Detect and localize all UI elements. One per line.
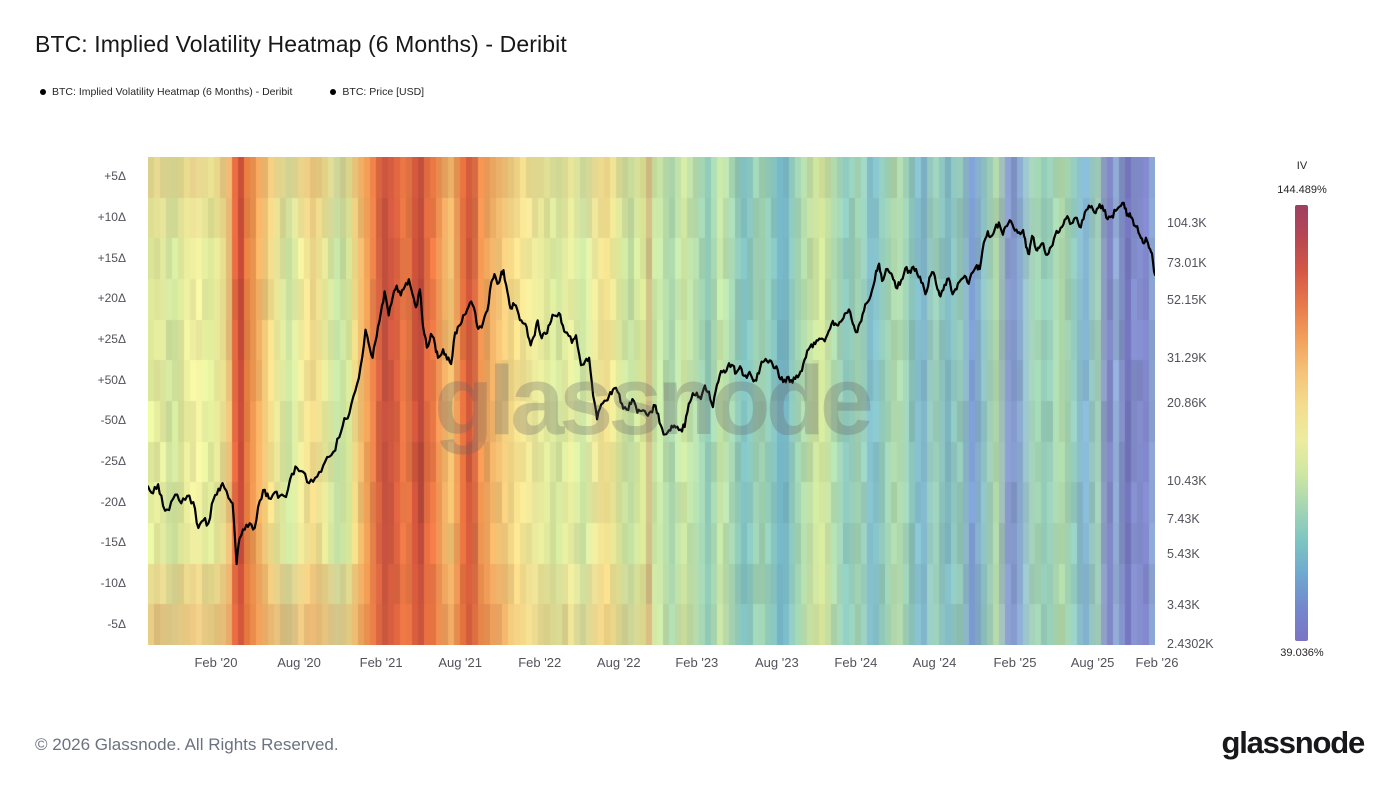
y-left-label: -50Δ	[100, 413, 126, 428]
x-tick-label: Feb '24	[834, 655, 878, 670]
legend: BTC: Implied Volatility Heatmap (6 Month…	[40, 86, 424, 98]
y-left-label: +5Δ	[104, 169, 126, 184]
x-tick-label: Aug '20	[277, 655, 321, 670]
y-right-label: 31.29K	[1167, 350, 1207, 365]
colorbar-gradient	[1295, 205, 1308, 641]
x-tick-label: Aug '23	[755, 655, 799, 670]
y-right-label: 7.43K	[1167, 511, 1200, 526]
y-right-label: 10.43K	[1167, 473, 1207, 488]
y-axis-left: +5Δ +10Δ +15Δ +20Δ +25Δ +50Δ -50Δ -25Δ -20Δ -15Δ -…	[0, 157, 138, 645]
page-title: BTC: Implied Volatility Heatmap (6 Month…	[35, 31, 567, 57]
y-right-label: 20.86K	[1167, 396, 1207, 411]
y-left-label: -25Δ	[100, 454, 126, 468]
y-right-label: 104.3K	[1167, 215, 1207, 230]
legend-item-heatmap[interactable]: BTC: Implied Volatility Heatmap (6 Month…	[40, 86, 292, 98]
y-left-label: -10Δ	[100, 576, 126, 590]
y-right-label: 3.43K	[1167, 598, 1200, 613]
colorbar-title: IV	[1296, 160, 1308, 172]
legend-heatmap-label: BTC: Implied Volatility Heatmap (6 Month…	[52, 86, 293, 98]
y-left-label: +50Δ	[97, 372, 126, 387]
y-axis-right: 104.3K 73.01K 52.15K 31.29K 20.86K 10.43K 7.43…	[1167, 157, 1242, 651]
y-left-label: +20Δ	[97, 291, 126, 306]
x-tick-label: Aug '22	[596, 655, 641, 670]
colorbar-max-label: 144.489%	[1277, 184, 1327, 196]
y-left-label: -20Δ	[100, 494, 126, 509]
y-left-label: -15Δ	[100, 535, 126, 550]
x-tick-label: Aug '24	[912, 655, 957, 670]
y-left-label: +10Δ	[97, 210, 126, 224]
legend-dot-icon	[40, 89, 46, 95]
colorbar-min-label: 39.036%	[1280, 647, 1324, 659]
colorbar: IV 144.489% 39.036%	[1255, 160, 1365, 680]
x-tick-label: Feb '23	[675, 655, 719, 670]
iv-heatmap	[148, 157, 1155, 645]
glassnode-logo: glassnode	[1221, 725, 1365, 760]
y-right-label: 73.01K	[1167, 255, 1207, 270]
y-left-label: +15Δ	[97, 250, 126, 265]
x-tick-label: Feb '21	[359, 655, 403, 670]
copyright: © 2026 Glassnode. All Rights Reserved.	[35, 735, 339, 754]
x-tick-label: Aug '21	[438, 655, 482, 670]
x-tick-label: Feb '20	[194, 655, 238, 670]
x-axis: Feb '20 Aug '20 Feb '21 Aug '21 Feb '22 Aug '…	[148, 655, 1178, 675]
y-left-label: +25Δ	[97, 332, 126, 346]
legend-item-price[interactable]: BTC: Price [USD]	[330, 86, 424, 98]
x-tick-label: Feb '22	[518, 655, 562, 670]
x-tick-label: Feb '25	[993, 655, 1037, 670]
x-tick-label: Aug '25	[1070, 655, 1115, 670]
y-left-label: -5Δ	[107, 616, 126, 631]
legend-dot-icon	[330, 89, 337, 95]
plot-area[interactable]: glassnode	[148, 157, 1155, 645]
legend-price-label: BTC: Price [USD]	[342, 86, 425, 98]
btc-price-line	[148, 201, 1155, 566]
y-right-label: 5.43K	[1167, 546, 1200, 561]
y-right-label: 2.4302K	[1167, 637, 1214, 651]
x-tick-label: Feb '26	[1135, 655, 1179, 670]
y-right-label: 52.15K	[1167, 293, 1207, 308]
